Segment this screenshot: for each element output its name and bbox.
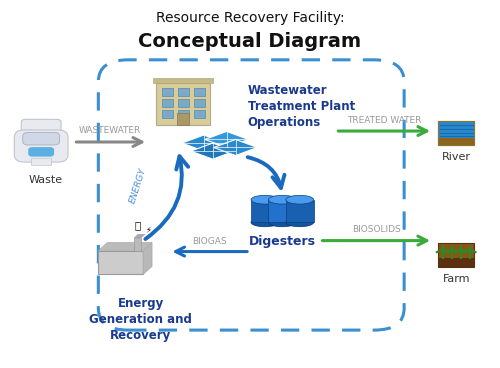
Bar xyxy=(31,158,51,164)
FancyBboxPatch shape xyxy=(438,243,474,267)
Polygon shape xyxy=(134,234,145,238)
FancyBboxPatch shape xyxy=(23,132,60,145)
Text: Energy
Generation and
Recovery: Energy Generation and Recovery xyxy=(89,297,192,342)
FancyBboxPatch shape xyxy=(156,83,210,125)
Bar xyxy=(178,99,190,107)
Ellipse shape xyxy=(268,195,296,204)
Text: Wastewater
Treatment Plant
Operations: Wastewater Treatment Plant Operations xyxy=(248,84,355,128)
Text: River: River xyxy=(442,152,471,162)
Polygon shape xyxy=(98,251,143,275)
Bar xyxy=(438,121,474,138)
Bar xyxy=(178,88,190,96)
Polygon shape xyxy=(251,200,279,222)
Bar xyxy=(194,99,205,107)
Polygon shape xyxy=(153,78,212,83)
Polygon shape xyxy=(143,243,152,275)
Polygon shape xyxy=(191,143,234,159)
Ellipse shape xyxy=(251,218,279,227)
Bar xyxy=(194,110,205,118)
Polygon shape xyxy=(286,200,314,222)
Polygon shape xyxy=(98,243,152,251)
Bar xyxy=(178,110,190,118)
Text: BIOSOLIDS: BIOSOLIDS xyxy=(352,226,401,234)
Ellipse shape xyxy=(286,195,314,204)
Text: WASTEWATER: WASTEWATER xyxy=(78,126,141,135)
Text: ⚡: ⚡ xyxy=(145,225,151,234)
FancyBboxPatch shape xyxy=(28,147,54,157)
Text: Farm: Farm xyxy=(442,275,470,284)
Ellipse shape xyxy=(286,218,314,227)
Bar xyxy=(177,113,189,125)
FancyArrowPatch shape xyxy=(146,156,188,239)
Polygon shape xyxy=(205,131,248,148)
Text: TREATED WATER: TREATED WATER xyxy=(347,116,422,125)
Text: ENERGY: ENERGY xyxy=(128,167,148,205)
Ellipse shape xyxy=(268,218,296,227)
FancyBboxPatch shape xyxy=(22,119,61,136)
Bar xyxy=(162,99,173,107)
FancyArrowPatch shape xyxy=(248,157,284,188)
Bar xyxy=(438,134,474,145)
Text: Resource Recovery Facility:: Resource Recovery Facility: xyxy=(156,11,344,25)
Text: Conceptual Diagram: Conceptual Diagram xyxy=(138,32,362,52)
Polygon shape xyxy=(182,135,226,151)
Text: 🔥: 🔥 xyxy=(135,220,141,231)
Polygon shape xyxy=(268,200,296,222)
Bar xyxy=(438,258,474,267)
Bar xyxy=(162,110,173,118)
Bar xyxy=(162,88,173,96)
Bar xyxy=(194,88,205,96)
FancyBboxPatch shape xyxy=(14,130,68,162)
Text: Digesters: Digesters xyxy=(249,235,316,248)
Ellipse shape xyxy=(251,195,279,204)
Text: BIOGAS: BIOGAS xyxy=(192,237,226,246)
Bar xyxy=(134,238,141,251)
Text: Waste: Waste xyxy=(29,175,63,185)
Polygon shape xyxy=(214,139,258,156)
